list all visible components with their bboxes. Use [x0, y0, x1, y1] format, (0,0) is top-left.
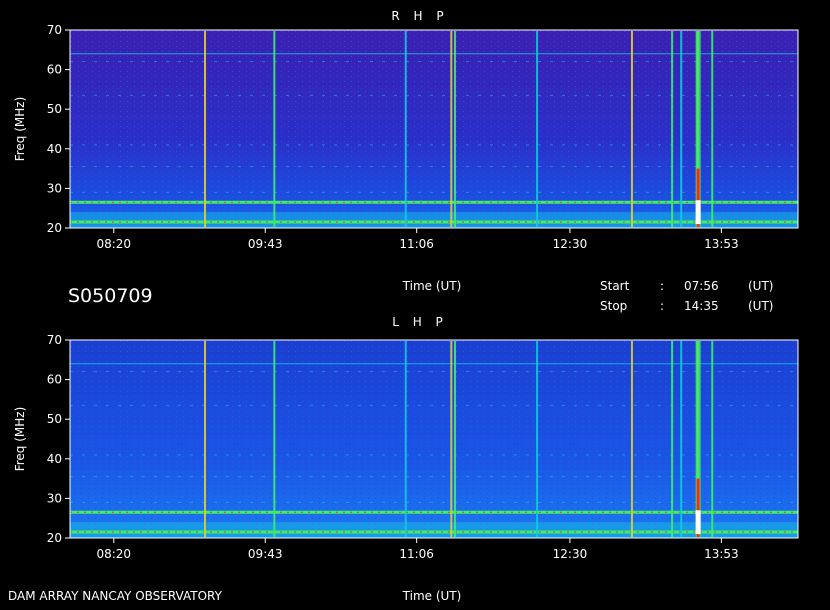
strong-burst	[695, 341, 701, 537]
y-tick-label: 50	[47, 102, 62, 116]
lhp-frame	[69, 339, 799, 539]
start-label: Start	[600, 279, 630, 293]
x-tick-label: 08:20	[96, 547, 131, 561]
lhp-x-axis: 08:20 09:43 11:06 12:30 13:53	[96, 538, 739, 561]
rhp-y-axis-label: Freq (MHz)	[13, 97, 27, 162]
stop-time: 14:35	[684, 299, 719, 313]
y-tick-label: 60	[47, 63, 62, 77]
rhp-spectral-marks	[70, 31, 798, 228]
strong-burst-max	[695, 200, 701, 225]
x-tick-label: 08:20	[96, 237, 131, 251]
strong-burst-peak	[696, 168, 700, 227]
lhp-panel: L H P 20 30 40 50 60 70 08:20 09:43 11:06 12:30 1…	[13, 315, 799, 603]
y-tick-label: 70	[47, 23, 62, 37]
lhp-y-axis-label: Freq (MHz)	[13, 407, 27, 472]
y-tick-label: 70	[47, 333, 62, 347]
y-tick-label: 60	[47, 373, 62, 387]
stop-label: Stop	[600, 299, 627, 313]
y-tick-label: 20	[47, 221, 62, 235]
start-colon: :	[660, 279, 664, 293]
rhp-noise-texture	[70, 30, 798, 228]
lhp-x-axis-label: Time (UT)	[402, 589, 462, 603]
y-tick-label: 20	[47, 531, 62, 545]
lhp-y-axis: 20 30 40 50 60 70	[47, 333, 70, 545]
date-code: S050709	[68, 285, 153, 307]
stop-colon: :	[660, 299, 664, 313]
x-tick-label: 12:30	[553, 547, 588, 561]
footer-observatory: DAM ARRAY NANCAY OBSERVATORY	[8, 589, 223, 603]
x-tick-label: 13:53	[704, 547, 739, 561]
start-unit: (UT)	[748, 279, 773, 293]
lhp-noise-texture	[70, 340, 798, 538]
lhp-spectral-marks	[70, 341, 798, 538]
x-tick-label: 12:30	[553, 237, 588, 251]
y-tick-label: 30	[47, 491, 62, 505]
rhp-x-axis: 08:20 09:43 11:06 12:30 13:53	[96, 228, 739, 251]
rhp-x-axis-label: Time (UT)	[402, 279, 462, 293]
y-tick-label: 40	[47, 142, 62, 156]
rhp-title: R H P	[391, 9, 448, 23]
strong-burst	[695, 31, 701, 227]
rhp-frame	[69, 29, 799, 229]
rhp-panel: R H P 20 30 40 50 60 70 08:20 09:43 11:06 12:30 1…	[13, 9, 799, 293]
strong-burst-max	[695, 510, 701, 535]
x-tick-label: 09:43	[248, 237, 283, 251]
x-tick-label: 13:53	[704, 237, 739, 251]
x-tick-label: 11:06	[399, 547, 434, 561]
x-tick-label: 09:43	[248, 547, 283, 561]
x-tick-label: 11:06	[399, 237, 434, 251]
start-time: 07:56	[684, 279, 719, 293]
rhp-y-axis: 20 30 40 50 60 70	[47, 23, 70, 235]
observation-info: S050709 Start : 07:56 (UT) Stop : 14:35 …	[68, 279, 773, 313]
y-tick-label: 50	[47, 412, 62, 426]
stop-unit: (UT)	[748, 299, 773, 313]
low-freq-noise	[70, 522, 798, 538]
low-freq-noise	[70, 212, 798, 228]
y-tick-label: 30	[47, 181, 62, 195]
strong-burst-peak	[696, 478, 700, 537]
lhp-title: L H P	[392, 315, 448, 329]
y-tick-label: 40	[47, 452, 62, 466]
